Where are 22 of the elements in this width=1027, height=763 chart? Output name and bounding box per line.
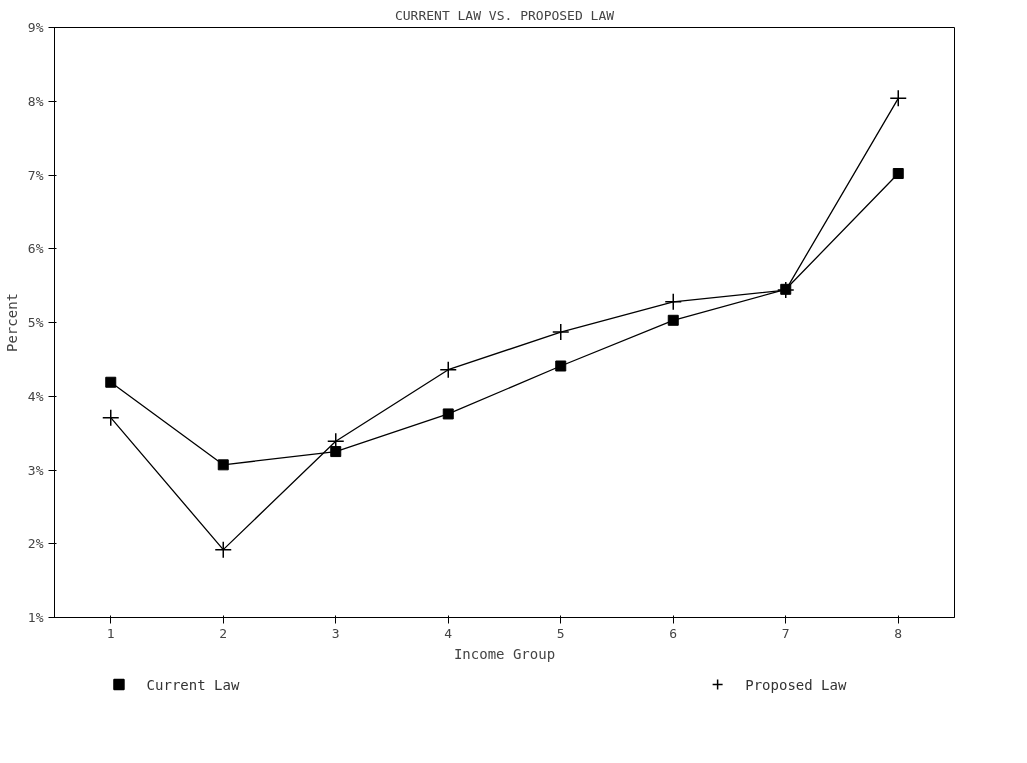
x-tick-label: 7 (781, 625, 790, 641)
y-axis-title: Percent (3, 292, 20, 352)
y-tick-label: 4% (27, 388, 44, 404)
y-tick-label: 8% (27, 93, 44, 109)
x-tick-label: 3 (331, 625, 340, 641)
y-tick-label: 3% (27, 462, 44, 478)
x-tick-label: 8 (894, 625, 903, 641)
x-tick-label: 2 (219, 625, 228, 641)
x-tick-label: 1 (106, 625, 115, 641)
x-tick-label: 6 (669, 625, 678, 641)
chart-title: CURRENT LAW VS. PROPOSED LAW (394, 7, 615, 23)
y-tick-label: 1% (27, 610, 44, 625)
y-tick-label: 9% (27, 20, 44, 35)
x-axis-title: Income Group (453, 645, 556, 662)
y-tick-label: 6% (27, 241, 44, 257)
legend-label: Current Law (146, 676, 240, 693)
y-tick-label: 2% (27, 536, 44, 552)
y-tick-label: 5% (27, 315, 44, 330)
y-tick-label: 7% (27, 167, 44, 183)
x-tick-label: 5 (556, 625, 565, 641)
legend-label: Proposed Law (745, 676, 847, 693)
x-tick-label: 4 (444, 625, 453, 641)
